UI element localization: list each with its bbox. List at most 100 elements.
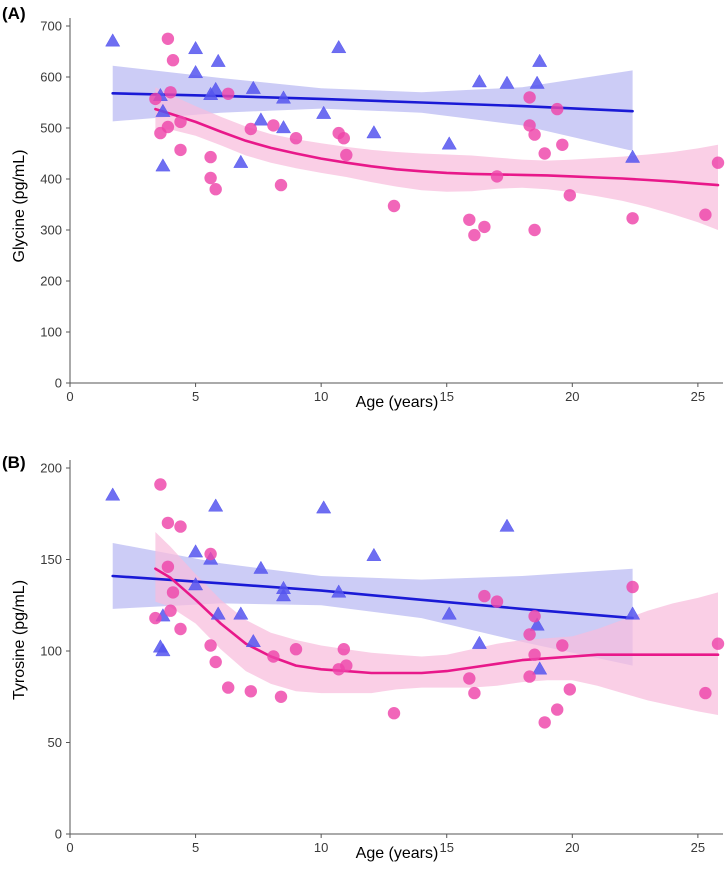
panel-a-circle-point [490, 170, 504, 183]
panel-a-circle-point [523, 119, 536, 132]
panel-a-x-tick-label: 25 [691, 389, 705, 404]
panel-a-y-tick-label: 600 [40, 70, 62, 85]
panel-a-triangle-point [331, 39, 347, 54]
panel-a-x-tick-label: 5 [192, 389, 199, 404]
panel-a-triangle-point [529, 75, 545, 89]
panel-a-fit-line-2 [154, 107, 720, 187]
panel-a-y-tick-label: 500 [40, 121, 62, 136]
panel-a-triangle-point [188, 64, 204, 79]
panel-b-circle-point [556, 639, 569, 652]
panel-b-circle-point [166, 586, 180, 599]
panel-a-fit-line-1 [111, 92, 634, 113]
panel-a-circle-point [478, 220, 491, 234]
panel-a-circle-point [626, 212, 639, 225]
panel-b-circle-point [523, 670, 536, 683]
panel-a-confidence-band-1 [112, 65, 633, 151]
panel-a-circle-point [161, 120, 175, 134]
panel-b-circle-point [154, 478, 167, 491]
panel-a-circle-point [222, 87, 235, 101]
panel-b-circle-point [626, 580, 639, 594]
panel-a-triangle-point [316, 105, 332, 119]
panel-a-x-axis-title: Age (years) [356, 394, 439, 411]
panel-b-y-tick-label: 0 [55, 827, 62, 842]
panel-a-x-tick-label: 10 [314, 389, 328, 404]
panel-a-circle-point [337, 132, 350, 145]
panel-b-fit-line-1 [111, 574, 634, 620]
panel-b-triangle-point [275, 580, 292, 594]
panel-b-circle-point [478, 589, 491, 603]
panel-a-circle-point [468, 228, 481, 242]
panel-a-circle-point [551, 102, 564, 116]
panel-b-circle-point [244, 685, 257, 698]
panel-b-confidence-band-1 [112, 543, 633, 666]
panel-b-triangle-point [532, 661, 548, 675]
panel-a-triangle-point [441, 136, 457, 150]
panel-b-triangle-point [188, 577, 204, 591]
panel-b-triangle-point [331, 584, 347, 598]
panel-a-circle-point [289, 132, 303, 145]
panel-b-circle-point [164, 604, 177, 617]
panel-b-y-tick-label: 200 [40, 461, 62, 476]
panel-a-triangle-point [155, 158, 171, 172]
panel-a-y-axis-title: Glycine (pg/mL) [11, 150, 28, 263]
panel-b-triangle-point [471, 635, 487, 649]
panel-b-circle-point [174, 622, 187, 636]
panel-a-circle-point [340, 148, 353, 162]
panel-b-x-tick-label: 10 [314, 840, 328, 855]
panel-a-triangle-point [245, 80, 261, 94]
panel-b-circle-point [387, 707, 401, 720]
panel-a-triangle-point [625, 149, 641, 163]
panel-b-confidence-bands [112, 532, 718, 715]
panel-a-y-tick-label: 200 [40, 274, 62, 289]
panel-a-triangle-point [233, 154, 249, 168]
panel-b-circle-point [523, 628, 536, 641]
panel-a-triangle-point [275, 119, 292, 134]
panel-b-circle-point [289, 643, 303, 656]
panel-b-x-tick-label: 15 [439, 840, 453, 855]
panel-a-circle-point [174, 143, 187, 157]
panel-b-x-tick-label: 20 [565, 840, 579, 855]
panel-a-circle-point [699, 208, 712, 221]
panel-b-triangle-point [208, 498, 224, 512]
panel-b-circle-point [699, 686, 712, 700]
panel-b-triangle-point [529, 617, 545, 631]
panel-b-fit-lines [111, 567, 720, 675]
panel-b-triangle-point [441, 606, 457, 620]
panel-b-circle-point [174, 520, 187, 533]
panel-a-y-tick-label: 700 [40, 19, 62, 34]
panel-a-circle-point [244, 122, 257, 136]
panel-b-fit-line-2 [154, 567, 720, 675]
panel-a-triangle-point [366, 125, 382, 139]
panel-b-x-axis-title: Age (years) [356, 845, 439, 862]
panel-a-circle-point [267, 119, 280, 132]
panel-b-triangle-point [499, 518, 515, 532]
panel-a-circle-point [274, 178, 288, 192]
panel-a-circle-point [174, 115, 187, 129]
panel-a-triangle-point [208, 81, 224, 95]
panel-a-label: (A) [2, 4, 26, 23]
panel-b-circle-point [204, 639, 217, 652]
panel-b-triangle-point [316, 500, 332, 514]
panel-b-triangle-point [188, 544, 204, 558]
panel-b-circle-point [267, 650, 280, 663]
panel-a-x-tick-label: 20 [565, 389, 579, 404]
panel-b-triangle-point [625, 606, 641, 620]
panel-a-circle-point [463, 213, 476, 226]
panel-a-y-tick-label: 0 [55, 376, 62, 391]
panel-a-triangle-point [275, 90, 292, 104]
panel-a-points [105, 32, 725, 242]
panel-b-triangle-point [233, 606, 249, 620]
panel-b-circle-point [468, 686, 481, 700]
panel-a-y-tick-label: 300 [40, 223, 62, 238]
panel-b-circle-point [222, 681, 235, 694]
panel-b-triangle-point [155, 642, 171, 657]
panel-b-y-axis-title: Tyrosine (pg/mL) [11, 580, 28, 700]
panel-a-triangle-point [155, 103, 171, 117]
panel-b-triangle-point [253, 560, 269, 574]
panel-b-circle-point [161, 516, 175, 530]
panel-b-circle-point [161, 560, 175, 573]
panel-a-circle-point [538, 147, 551, 160]
panel-b-circle-point [490, 595, 504, 608]
panel-a-triangle-point [105, 33, 121, 47]
panel-a-circle-point [523, 91, 536, 104]
